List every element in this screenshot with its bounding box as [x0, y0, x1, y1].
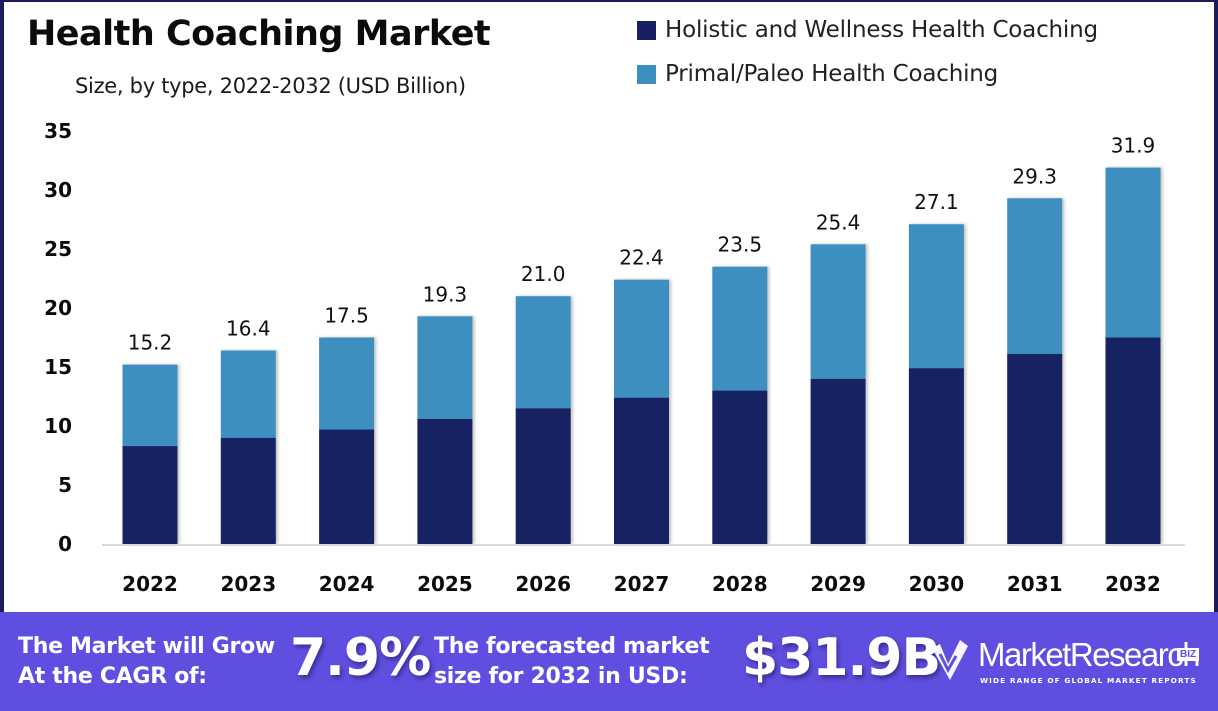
bar-segment-primal-paleo [220, 350, 276, 438]
data-labels: 15.2 16.4 17.5 19.3 21.0 22.4 23.5 25.4 27.1 29.3… [128, 134, 1156, 355]
bar-segment-holistic [1105, 337, 1161, 544]
brand-tagline: WIDE RANGE OF GLOBAL MARKET REPORTS [980, 676, 1197, 685]
footer-banner: The Market will Grow At the CAGR of: 7.9… [0, 612, 1218, 711]
x-tick-label: 2028 [712, 572, 768, 596]
x-tick-label: 2026 [515, 572, 571, 596]
y-tick-label: 0 [58, 532, 72, 556]
x-tick-label: 2024 [319, 572, 375, 596]
bar-segment-holistic [810, 378, 866, 544]
bars [122, 167, 1161, 544]
y-tick-label: 5 [58, 473, 72, 497]
total-data-label: 19.3 [423, 282, 468, 306]
forecast-value: $31.9B [742, 628, 941, 688]
total-data-label: 21.0 [521, 262, 566, 286]
bar-segment-holistic [1007, 354, 1063, 544]
legend: Holistic and Wellness Health Coaching Pr… [637, 8, 1098, 96]
total-data-label: 22.4 [619, 246, 664, 270]
bar-group-2030 [908, 224, 964, 544]
bar-group-2032 [1105, 167, 1161, 544]
bar-segment-holistic [417, 418, 473, 544]
x-tick-label: 2031 [1007, 572, 1063, 596]
bar-group-2028 [712, 266, 768, 544]
cagr-text-line2: At the CAGR of: [18, 664, 207, 689]
legend-swatch-primal-paleo [637, 64, 656, 84]
bar-segment-holistic [614, 397, 669, 544]
bar-group-2023 [220, 350, 276, 544]
bar-segment-primal-paleo [712, 266, 768, 391]
bar-segment-primal-paleo [810, 244, 866, 379]
total-data-label: 27.1 [914, 190, 959, 214]
y-axis-ticks: 0 5 10 15 20 25 30 35 [44, 119, 72, 556]
bar-segment-holistic [712, 390, 768, 544]
bar-group-2026 [515, 296, 571, 544]
brand-name: MarketResearch [978, 636, 1201, 673]
forecast-text-line2: size for 2032 in USD: [434, 664, 688, 689]
x-tick-label: 2029 [810, 572, 866, 596]
total-data-label: 25.4 [816, 210, 861, 234]
y-tick-label: 15 [44, 355, 72, 379]
bar-segment-primal-paleo [515, 296, 571, 409]
cagr-value: 7.9% [290, 628, 431, 688]
total-data-label: 15.2 [128, 331, 173, 355]
y-tick-label: 35 [44, 119, 72, 143]
bar-segment-holistic [515, 408, 571, 544]
cagr-text-line1: The Market will Grow [18, 634, 275, 659]
total-data-label: 29.3 [1012, 164, 1057, 188]
x-tick-label: 2032 [1105, 572, 1161, 596]
bar-group-2022 [122, 364, 178, 544]
total-data-label: 31.9 [1111, 134, 1156, 158]
bar-segment-primal-paleo [1007, 198, 1063, 355]
legend-swatch-holistic [637, 20, 656, 40]
x-tick-label: 2022 [122, 572, 178, 596]
bar-segment-primal-paleo [1105, 167, 1161, 338]
chart-subtitle: Size, by type, 2022-2032 (USD Billion) [75, 74, 466, 98]
bar-segment-primal-paleo [319, 337, 375, 430]
x-tick-label: 2025 [417, 572, 473, 596]
bar-group-2025 [417, 316, 473, 544]
bar-group-2029 [810, 244, 866, 544]
legend-item-holistic: Holistic and Wellness Health Coaching [637, 8, 1098, 52]
x-axis-ticks: 2022 2023 2024 2025 2026 2027 2028 2029 2030 2031… [122, 572, 1161, 596]
legend-label-primal-paleo: Primal/Paleo Health Coaching [665, 61, 999, 87]
total-data-label: 17.5 [324, 304, 369, 328]
x-tick-label: 2023 [220, 572, 276, 596]
bar-group-2031 [1007, 198, 1063, 544]
total-data-label: 23.5 [718, 233, 763, 257]
forecast-text-line1: The forecasted market [434, 634, 710, 659]
x-tick-label: 2030 [909, 572, 965, 596]
bar-segment-primal-paleo [417, 316, 473, 419]
bar-group-2027 [614, 279, 669, 544]
legend-item-primal-paleo: Primal/Paleo Health Coaching [637, 52, 1098, 96]
bar-segment-primal-paleo [122, 364, 178, 447]
bar-segment-primal-paleo [614, 279, 669, 398]
brand-badge: BIZ [1177, 648, 1200, 661]
bar-segment-holistic [319, 429, 375, 544]
bar-segment-holistic [908, 368, 964, 544]
checkmark-logo-icon [932, 640, 968, 680]
x-tick-label: 2027 [614, 572, 670, 596]
bar-segment-holistic [220, 437, 276, 544]
y-tick-label: 10 [44, 414, 72, 438]
cagr-text: The Market will Grow At the CAGR of: [18, 632, 275, 692]
brand-logo: MarketResearch BIZ WIDE RANGE OF GLOBAL … [930, 632, 1215, 696]
bar-segment-holistic [122, 446, 178, 544]
bar-group-2024 [319, 337, 375, 544]
bar-segment-primal-paleo [908, 224, 964, 369]
y-tick-label: 25 [44, 237, 72, 261]
y-tick-label: 30 [44, 178, 72, 202]
legend-label-holistic: Holistic and Wellness Health Coaching [665, 17, 1098, 43]
total-data-label: 16.4 [226, 316, 271, 340]
forecast-text: The forecasted market size for 2032 in U… [434, 632, 710, 692]
chart-title: Health Coaching Market [27, 14, 491, 54]
y-tick-label: 20 [44, 296, 72, 320]
